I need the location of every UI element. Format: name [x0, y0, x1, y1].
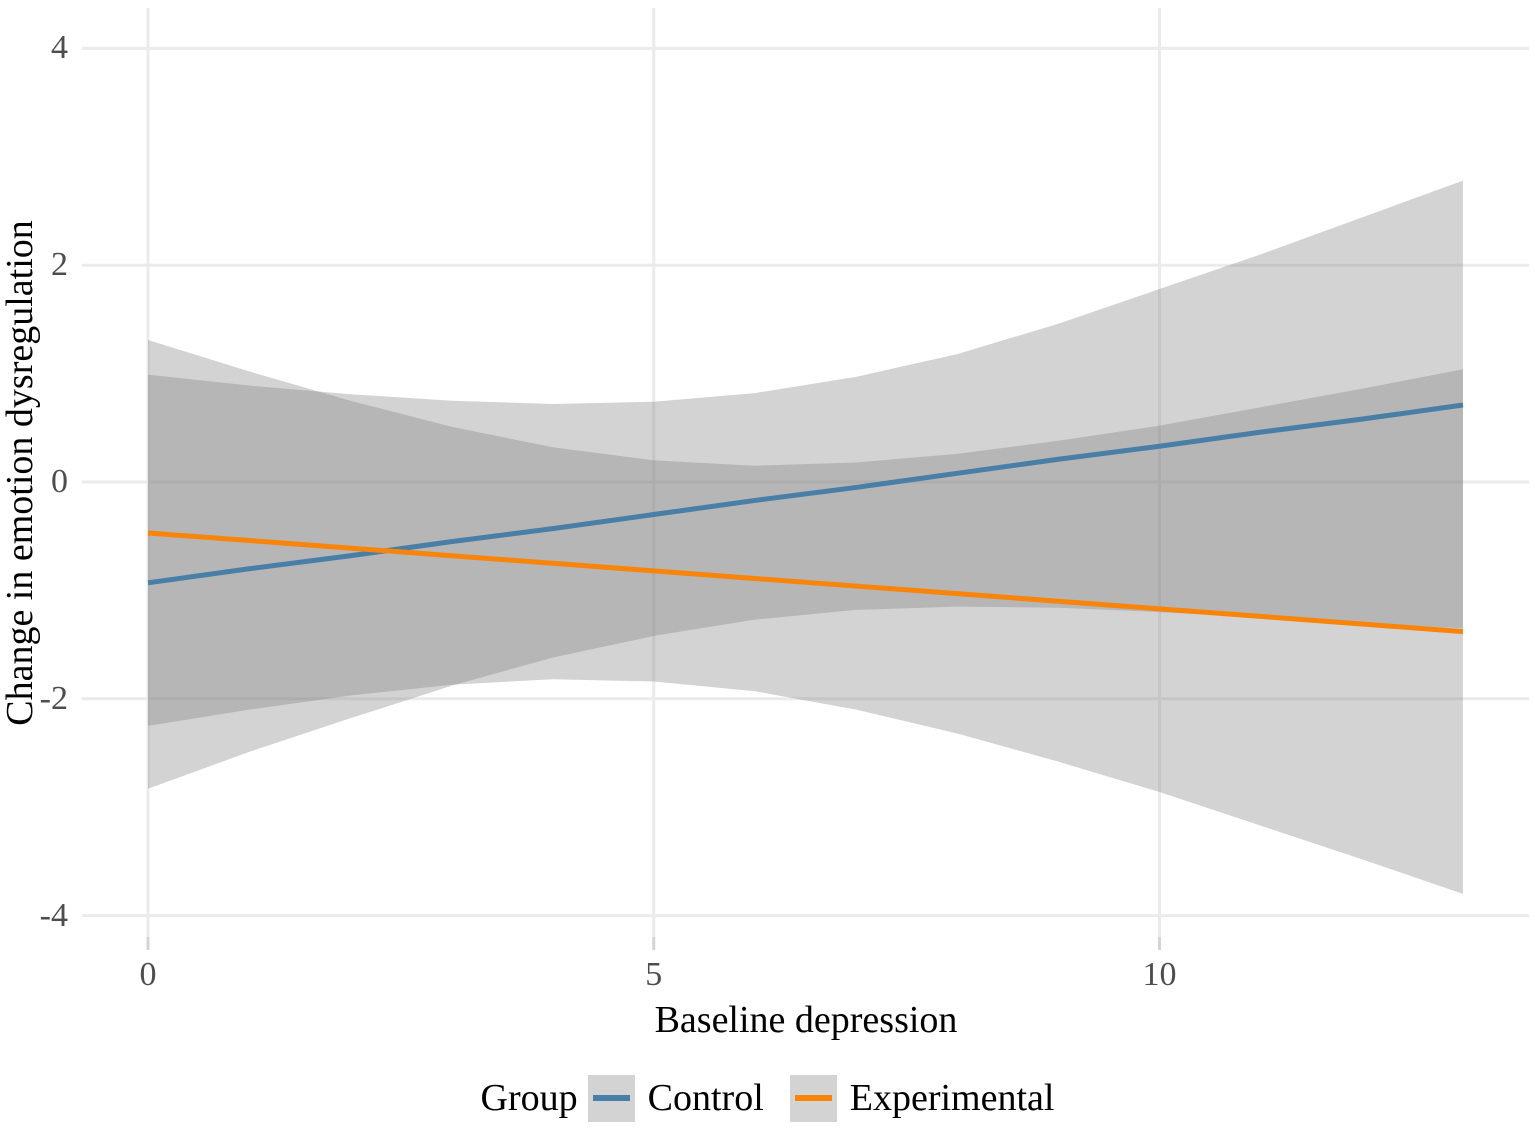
x-tick-label-0: 0 — [139, 956, 157, 993]
y-tick-label-4: 4 — [51, 29, 68, 67]
y-tick-label-0: 0 — [51, 463, 68, 500]
legend: Group Control Experimental — [0, 1072, 1535, 1124]
legend-item-control: Control — [587, 1074, 764, 1122]
fit-line-control — [147, 402, 1464, 586]
legend-item-label: Experimental — [849, 1077, 1055, 1119]
fit-line-experimental — [147, 530, 1464, 635]
y-tick-label--4: -4 — [39, 896, 68, 934]
legend-item-experimental: Experimental — [789, 1074, 1055, 1122]
ci-ribbon-experimental — [148, 339, 1463, 894]
x-tick-label-5: 5 — [645, 956, 663, 993]
legend-item-label: Control — [647, 1077, 764, 1119]
y-tick-label--2: -2 — [39, 679, 68, 717]
control-line-swatch-icon — [592, 1095, 630, 1101]
legend-key-control — [587, 1074, 635, 1122]
y-tick-label-2: 2 — [51, 246, 68, 284]
ci-ribbon-control — [148, 180, 1463, 789]
x-tick-label-10: 10 — [1142, 956, 1177, 993]
legend-title: Group — [480, 1077, 578, 1119]
experimental-line-swatch-icon — [794, 1095, 832, 1101]
x-axis-title: Baseline depression — [654, 999, 958, 1041]
legend-key-experimental — [789, 1074, 837, 1122]
